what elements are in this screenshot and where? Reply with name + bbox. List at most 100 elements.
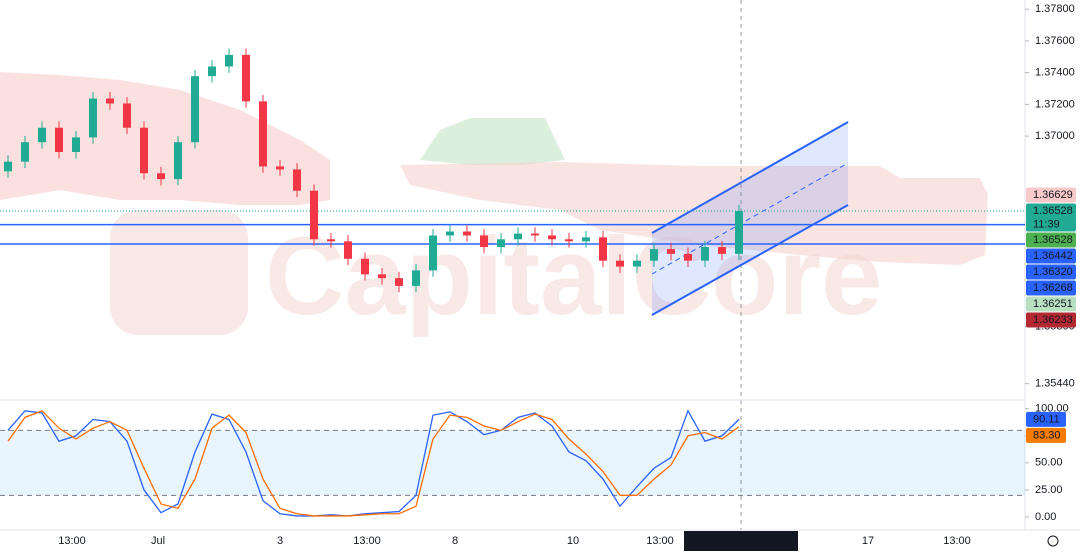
x-tick-label: 17 xyxy=(862,535,874,547)
x-tick-label: 13:00 xyxy=(58,535,86,547)
y-tick-label: 100.00 xyxy=(1035,403,1069,415)
oscillator-line xyxy=(7,409,740,517)
price-tag xyxy=(1026,296,1076,312)
channel-lower xyxy=(651,204,849,316)
value-tag xyxy=(1026,411,1066,427)
candle-body xyxy=(565,239,573,242)
candle-body xyxy=(701,247,709,261)
candle-body xyxy=(344,241,352,259)
x-tick-label: 13:00 xyxy=(646,535,674,547)
candle-body xyxy=(429,235,437,271)
candle-body xyxy=(293,169,301,191)
y-tick-label: 0.00 xyxy=(1035,511,1056,523)
candle-body xyxy=(633,260,641,267)
candle-body xyxy=(378,274,386,279)
candle-body xyxy=(89,98,97,138)
candle-body xyxy=(208,66,216,77)
y-tick-label: 25.00 xyxy=(1035,484,1063,496)
band-fill xyxy=(0,430,1025,496)
x-tick-label: Jul xyxy=(151,535,165,547)
candle-body xyxy=(684,253,692,261)
candle-body xyxy=(259,101,267,167)
candle-body xyxy=(72,137,80,153)
candle-body xyxy=(157,173,165,180)
candle-body xyxy=(276,166,284,170)
candle-body xyxy=(650,249,658,261)
x-tick-label: 3 xyxy=(277,535,283,547)
value-tag xyxy=(1026,427,1066,443)
price-tag xyxy=(1026,312,1076,328)
oscillator-line xyxy=(7,410,740,517)
price-tag xyxy=(1026,264,1076,280)
candle-body xyxy=(582,237,590,242)
y-tick-label: 1.37400 xyxy=(1035,67,1075,79)
price-tag xyxy=(1026,280,1076,296)
cloud-green xyxy=(420,118,565,165)
price-tag-label: 1.36528 xyxy=(1033,205,1073,217)
countdown: 11:39 xyxy=(1033,218,1060,230)
candle-body xyxy=(106,98,114,104)
cloud-red xyxy=(400,162,988,265)
candle-body xyxy=(4,161,12,172)
ichimoku-cloud xyxy=(0,72,988,265)
watermark-logo xyxy=(110,210,248,335)
candle-body xyxy=(514,233,522,240)
candle-body xyxy=(55,127,63,153)
price-tag xyxy=(1026,248,1076,264)
price-tag-label: 1.36629 xyxy=(1033,189,1073,201)
candle-body xyxy=(616,260,624,267)
candle-body xyxy=(395,278,403,286)
candle-body xyxy=(599,237,607,261)
candle-body xyxy=(361,258,369,275)
price-tag-label: 1.36268 xyxy=(1033,282,1073,294)
x-tick-label: 8 xyxy=(452,535,458,547)
x-tick-label: 13:00 xyxy=(353,535,381,547)
y-tick-label: 1.37600 xyxy=(1035,35,1075,47)
value-tag-label: 90.11 xyxy=(1033,413,1060,425)
candle-body xyxy=(140,127,148,174)
candle-body xyxy=(191,76,199,143)
watermark: CapitalCore xyxy=(265,215,882,338)
x-tick-label: 10 xyxy=(567,535,579,547)
x-tick-label: 13:00 xyxy=(943,535,971,547)
price-tag-label: 1.36251 xyxy=(1033,298,1073,310)
candle-body xyxy=(548,235,556,240)
candle-body xyxy=(480,235,488,248)
candle-body xyxy=(463,231,471,236)
candle-body xyxy=(123,103,131,128)
candle-body xyxy=(225,54,233,67)
y-tick-label: 1.35440 xyxy=(1035,378,1075,390)
price-tag-label: 1.36442 xyxy=(1033,250,1073,262)
candle-body xyxy=(446,231,454,236)
price-tag-label: 1.36320 xyxy=(1033,266,1073,278)
watermark-group: CapitalCore xyxy=(110,210,882,338)
value-tag-label: 83.30 xyxy=(1033,429,1061,441)
channel-upper xyxy=(651,121,849,234)
candle-body xyxy=(174,142,182,180)
price-tag xyxy=(1026,187,1076,203)
candle-body xyxy=(327,239,335,242)
candle-body xyxy=(497,239,505,248)
y-tick-label: 1.37200 xyxy=(1035,98,1075,110)
candle-body xyxy=(38,127,46,143)
crosshair-label: Sun 14 Jul '24 21:00 xyxy=(691,535,791,547)
candle-body xyxy=(21,142,29,162)
price-tag-label: 1.36233 xyxy=(1033,314,1073,326)
candle-body xyxy=(718,247,726,254)
y-tick-label: 1.37000 xyxy=(1035,130,1075,142)
price-tag xyxy=(1026,232,1076,248)
candle-body xyxy=(412,270,420,286)
candle-body xyxy=(667,249,675,254)
candle-body xyxy=(242,54,250,102)
candle-body xyxy=(531,233,539,236)
candle-body xyxy=(735,211,743,254)
y-tick-label: 1.37800 xyxy=(1035,3,1075,15)
settings-icon[interactable] xyxy=(1047,535,1059,547)
crosshair-label-box xyxy=(684,531,798,551)
y-tick-label: 50.00 xyxy=(1035,457,1063,469)
price-tag-label: 1.36528 xyxy=(1033,234,1073,246)
candle-body xyxy=(310,190,318,240)
price-tag xyxy=(1026,203,1076,232)
cloud-red xyxy=(0,72,330,205)
